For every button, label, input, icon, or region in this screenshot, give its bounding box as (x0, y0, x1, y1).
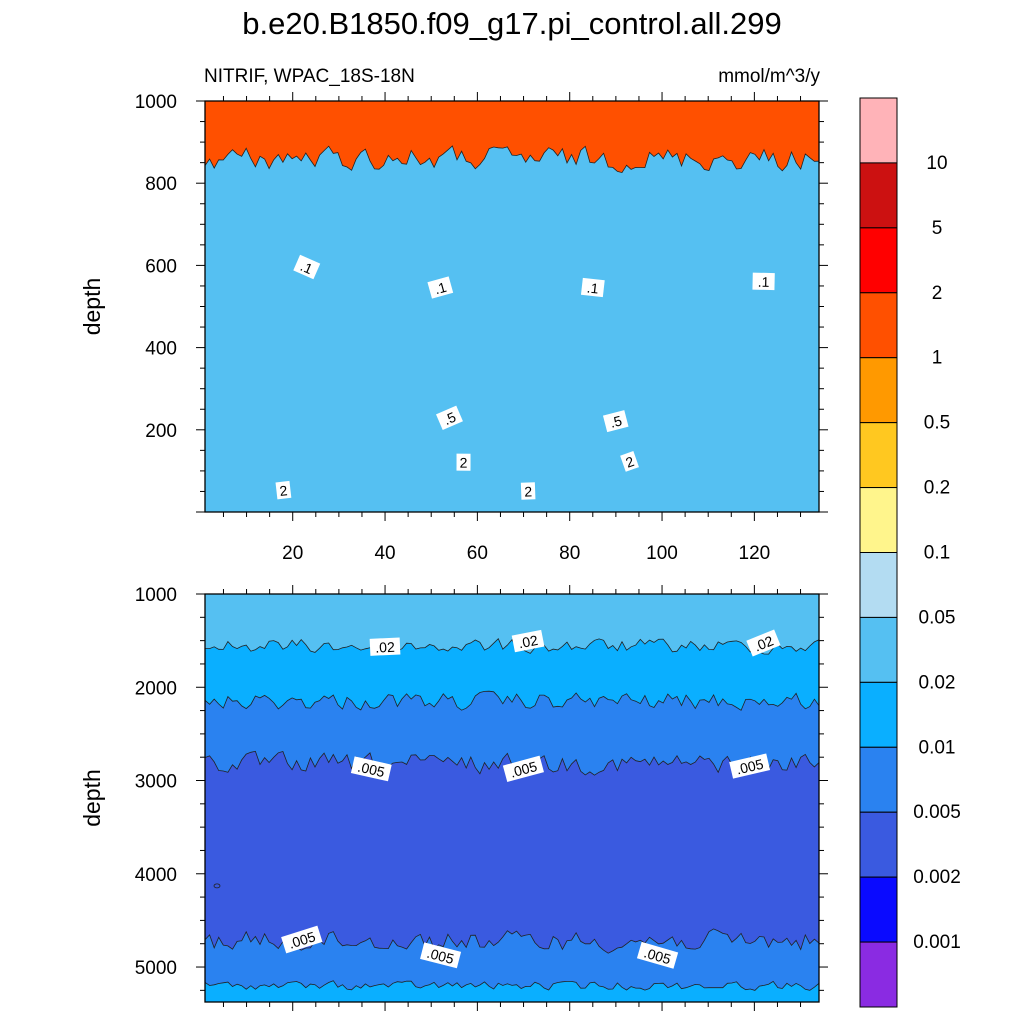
colorbar-box (859, 616, 898, 683)
contour-band (205, 751, 819, 1002)
contour-label-text: .005 (425, 945, 456, 967)
y-tick-label: 3000 (135, 772, 177, 793)
contour-line (213, 883, 221, 889)
contour-label-text: .005 (287, 928, 318, 952)
contour-label: .5 (602, 410, 629, 433)
y-tick-label: 1000 (135, 585, 177, 606)
contour-label-text: .1 (586, 279, 600, 296)
x-tick-label: 120 (739, 543, 771, 564)
colorbar-label: 0.01 (919, 737, 956, 758)
contour-label: .02 (511, 629, 545, 653)
y-axis-label: depth (79, 278, 105, 336)
colorbar-box (859, 227, 898, 294)
colorbar-label: 10 (926, 153, 947, 174)
colorbar-box (859, 487, 898, 554)
contour-line (205, 690, 819, 711)
colorbar-box (859, 681, 898, 748)
contour-label: .005 (420, 942, 462, 969)
contour-label-text: .005 (508, 758, 539, 781)
y-tick-label: 4000 (135, 865, 177, 886)
contour-label-text: .005 (642, 944, 673, 967)
contour-label: .005 (502, 755, 544, 782)
x-tick-label: 100 (646, 543, 678, 564)
contour-label: .1 (293, 254, 321, 280)
y-tick-label: 2000 (135, 678, 177, 699)
y-tick-label: 1000 (135, 92, 177, 113)
colorbar-label: 0.005 (913, 802, 961, 823)
contour-label-text: .005 (735, 756, 765, 778)
contour-label: 2 (275, 480, 292, 500)
contour-label: .1 (427, 276, 454, 299)
contour-label-text: .1 (758, 274, 770, 290)
colorbar-label: 0.1 (924, 543, 950, 564)
colorbar-label: 0.05 (919, 607, 956, 628)
colorbar-box (859, 941, 898, 1008)
colorbar-label: 1 (932, 348, 943, 369)
colorbar: 10 5 2 1 0.5 0.2 0.1 0.05 0.02 0.01 0.005 0.002 0.00… (859, 97, 961, 1008)
y-tick-label: 600 (145, 256, 177, 277)
contour-fills (205, 101, 819, 512)
contour-line (205, 928, 819, 954)
colorbar-box (859, 746, 898, 813)
contour-label-text: 2 (524, 483, 533, 499)
contour-label-text: .1 (433, 279, 449, 298)
contour-label: .02 (369, 637, 401, 656)
contour-label: .1 (580, 277, 605, 298)
variable-subtitle: NITRIF, WPAC_18S-18N (204, 66, 415, 87)
contour-label-text: 2 (460, 455, 468, 471)
colorbar-label: 0.2 (924, 478, 950, 499)
y-tick-label: 5000 (135, 958, 177, 979)
x-tick-label: 20 (282, 543, 303, 564)
contour-label: .5 (436, 405, 463, 430)
plot-frame (204, 593, 820, 1003)
contour-label: 2 (456, 453, 471, 471)
colorbar-label: 5 (932, 218, 943, 239)
colorbar-box (859, 292, 898, 359)
colorbar-box (859, 552, 898, 618)
colorbar-box (859, 876, 898, 943)
colorbar-label: 0.001 (913, 932, 961, 953)
contour-label: 2 (520, 482, 536, 500)
contour-label: .005 (729, 753, 771, 779)
contour-line (205, 980, 819, 991)
x-tick-label: 60 (467, 543, 488, 564)
chart-title: b.e20.B1850.f09_g17.pi_control.all.299 (242, 6, 782, 41)
x-tick-label: 80 (559, 543, 580, 564)
contour-label: .02 (746, 629, 781, 657)
y-axis-label: depth (79, 769, 105, 827)
contour-band (205, 145, 819, 512)
contour-label-text: .02 (375, 639, 395, 656)
contour-label-text: .005 (356, 759, 386, 781)
contour-label: .005 (281, 925, 323, 954)
colorbar-box (859, 422, 898, 489)
panel-lower: .02 .02 .02 .005 .005 .005 .005 .005 .005 1000 200… (79, 585, 828, 1011)
y-tick-label: 400 (145, 339, 177, 360)
contour-label-text: .5 (608, 412, 624, 430)
contour-label: .005 (350, 756, 392, 782)
x-tick-label: 40 (374, 543, 395, 564)
colorbar-box (859, 811, 898, 878)
colorbar-label: 0.02 (919, 672, 956, 693)
contour-line (205, 145, 819, 174)
contour-label: 2 (620, 451, 639, 472)
contour-line (205, 638, 819, 655)
colorbar-label: 2 (932, 283, 943, 304)
contour-band (205, 928, 819, 1002)
contour-label-text: .02 (752, 632, 776, 654)
colorbar-box (859, 357, 898, 424)
contour-label-text: .02 (517, 632, 539, 651)
colorbar-box (859, 162, 898, 229)
y-tick-label: 800 (145, 174, 177, 195)
contour-label-text: 2 (279, 482, 289, 499)
units-subtitle: mmol/m^3/y (718, 66, 820, 87)
colorbar-label: 0.002 (913, 867, 961, 888)
contour-label: .005 (636, 941, 679, 969)
y-tick-label: 200 (145, 421, 177, 442)
colorbar-box (859, 97, 898, 164)
contour-label: .1 (752, 272, 775, 291)
contour-band (205, 980, 819, 1002)
panel-upper: 2 2 2 2 .5 .5 .1 .1 .1 .1 20 40 60 80 100 120 200 400 600 8… (79, 92, 828, 564)
colorbar-label: 0.5 (924, 413, 950, 434)
